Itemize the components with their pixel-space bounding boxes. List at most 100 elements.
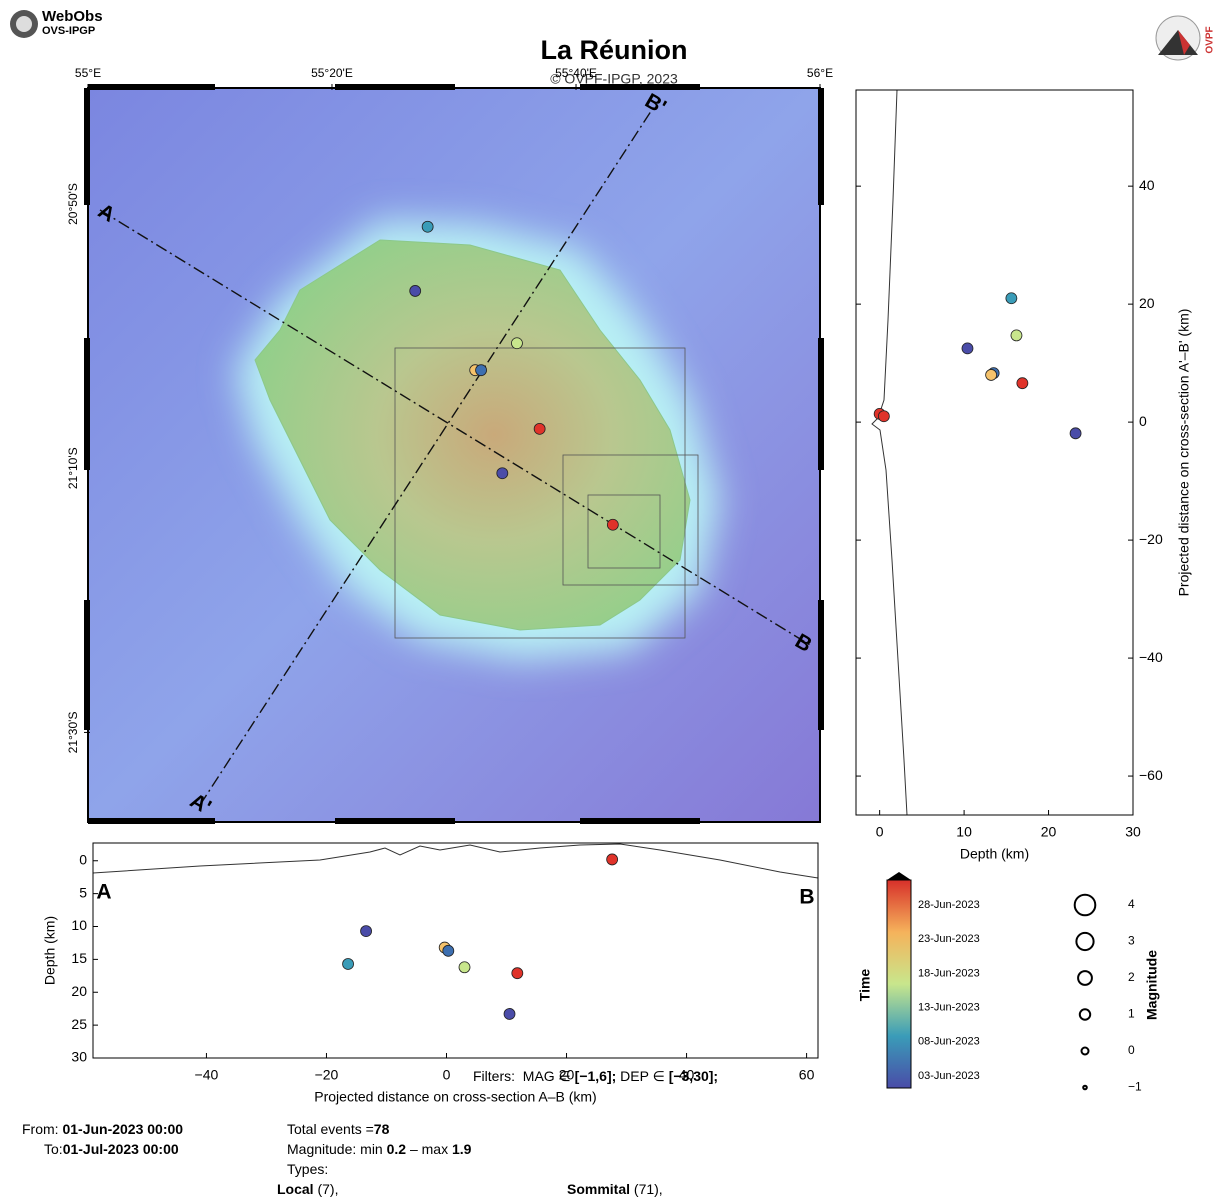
event <box>606 518 619 531</box>
x-axis-label: Depth (km) <box>960 846 1029 862</box>
y-axis-label: Depth (km) <box>42 916 58 985</box>
x-tick-label: −40 <box>195 1067 219 1083</box>
magnitude-marker <box>1077 970 1093 986</box>
event <box>360 925 372 938</box>
from-date: 01-Jun-2023 00:00 <box>62 1121 184 1137</box>
type-name: Sommital <box>567 1181 631 1197</box>
magnitude-range: Magnitude: min 0.2 – max 1.9 <box>287 1141 471 1157</box>
mag-min: 0.2 <box>386 1141 407 1157</box>
magnitude-marker <box>1080 1046 1090 1056</box>
event <box>961 342 974 355</box>
type-sommital: Sommital (71), <box>567 1181 663 1197</box>
bottom-axes <box>92 842 819 1059</box>
event <box>458 961 471 974</box>
total: Total events =78 <box>287 1121 389 1137</box>
total-label: Total events = <box>287 1121 374 1137</box>
y-tick-label: 20 <box>1139 295 1155 311</box>
magnitude-marker <box>1082 1084 1088 1091</box>
side-axes <box>855 89 1134 816</box>
x-tick-label: 0 <box>876 824 884 840</box>
event <box>533 422 546 435</box>
x-tick-label: 60 <box>799 1067 815 1083</box>
magnitude-label: −1 <box>1128 1080 1142 1094</box>
y-tick-label: 30 <box>71 1049 87 1065</box>
from-label: From: <box>22 1121 59 1137</box>
magnitude-marker <box>1078 1008 1092 1021</box>
mag-label: Magnitude: min <box>287 1141 383 1157</box>
filter-name: MAG ∈ <box>522 1068 571 1084</box>
y-tick-label: 20 <box>71 983 87 999</box>
event <box>342 958 354 970</box>
colorbar-label: 13-Jun-2023 <box>918 1002 980 1014</box>
to: To:01-Jul-2023 00:00 <box>44 1141 179 1157</box>
y-tick-label: 10 <box>71 917 87 933</box>
logo-text: OVPF <box>1205 26 1216 53</box>
y-tick-label: −60 <box>1139 767 1163 783</box>
y-tick-label: 20°50'S <box>66 183 80 225</box>
event <box>511 337 523 350</box>
x-tick-label: 40 <box>679 1067 695 1083</box>
magnitude-label: 3 <box>1128 934 1135 948</box>
event <box>1005 292 1018 305</box>
colorbar-label: 23-Jun-2023 <box>918 933 980 945</box>
to-date: 01-Jul-2023 00:00 <box>62 1141 179 1157</box>
event <box>442 944 455 957</box>
event <box>985 369 998 381</box>
colorbar-label: 08-Jun-2023 <box>918 1036 980 1048</box>
y-tick-label: −40 <box>1139 649 1163 665</box>
from: From: 01-Jun-2023 00:00 <box>22 1121 183 1137</box>
filters-label: Filters: <box>473 1068 515 1084</box>
x-axis-label: Projected distance on cross-section A–B … <box>314 1089 596 1105</box>
event <box>877 410 890 423</box>
to-label: To: <box>44 1141 63 1157</box>
filters: Filters: MAG ∈ [−1,6]; DEP ∈ [−3,30]; <box>473 1068 718 1085</box>
y-tick-label: 21°30'S <box>66 712 80 754</box>
y-tick-label: 0 <box>1139 413 1147 429</box>
colorbar <box>886 879 912 1089</box>
x-tick-label: 55°40'E <box>555 66 597 80</box>
y-tick-label: −20 <box>1139 531 1163 547</box>
copyright: © OVPF-IPGP, 2023 <box>550 71 678 87</box>
logo-title: WebObs <box>42 8 103 25</box>
type-name: Local <box>277 1181 314 1197</box>
title: La Réunion <box>541 35 688 65</box>
y-tick-label: 25 <box>71 1016 87 1032</box>
filter-range: [−3,30]; <box>668 1068 719 1084</box>
magnitude-title: Magnitude <box>1144 950 1160 1020</box>
colorbar-label: 28-Jun-2023 <box>918 899 980 911</box>
magnitude-label: 4 <box>1128 897 1135 911</box>
x-tick-label: 20 <box>1041 824 1057 840</box>
event <box>503 1008 516 1020</box>
event <box>475 364 487 377</box>
y-tick-label: 5 <box>79 884 87 900</box>
filter-range: [−1,6]; <box>574 1068 617 1084</box>
type-count: (7), <box>317 1181 339 1197</box>
event <box>409 285 422 297</box>
magnitude-label: 2 <box>1128 970 1135 984</box>
magnitude-label: 1 <box>1128 1007 1135 1021</box>
side-profile <box>871 89 908 816</box>
y-tick-label: 21°10'S <box>66 447 80 489</box>
colorbar-title: Time <box>857 969 873 1002</box>
event <box>511 967 524 980</box>
y-tick-label: 40 <box>1139 177 1155 193</box>
x-tick-label: −20 <box>315 1067 339 1083</box>
x-tick-label: 55°20'E <box>311 66 353 80</box>
x-tick-label: 0 <box>443 1067 451 1083</box>
event <box>606 853 619 866</box>
mag-sep: – max <box>409 1141 449 1157</box>
logo-right: OVPF <box>1155 15 1216 61</box>
filter-name: DEP ∈ <box>620 1068 665 1084</box>
type-count: (71), <box>633 1181 663 1197</box>
map-frame <box>84 84 824 824</box>
magnitude-marker <box>1075 931 1095 952</box>
section-label: B <box>799 886 814 909</box>
x-tick-label: 20 <box>559 1067 575 1083</box>
y-tick-label: 15 <box>71 950 87 966</box>
colorbar-label: 18-Jun-2023 <box>918 967 980 979</box>
section-label: A <box>96 881 111 904</box>
x-tick-label: 30 <box>1125 824 1141 840</box>
map-background <box>88 88 820 822</box>
event <box>421 220 434 233</box>
